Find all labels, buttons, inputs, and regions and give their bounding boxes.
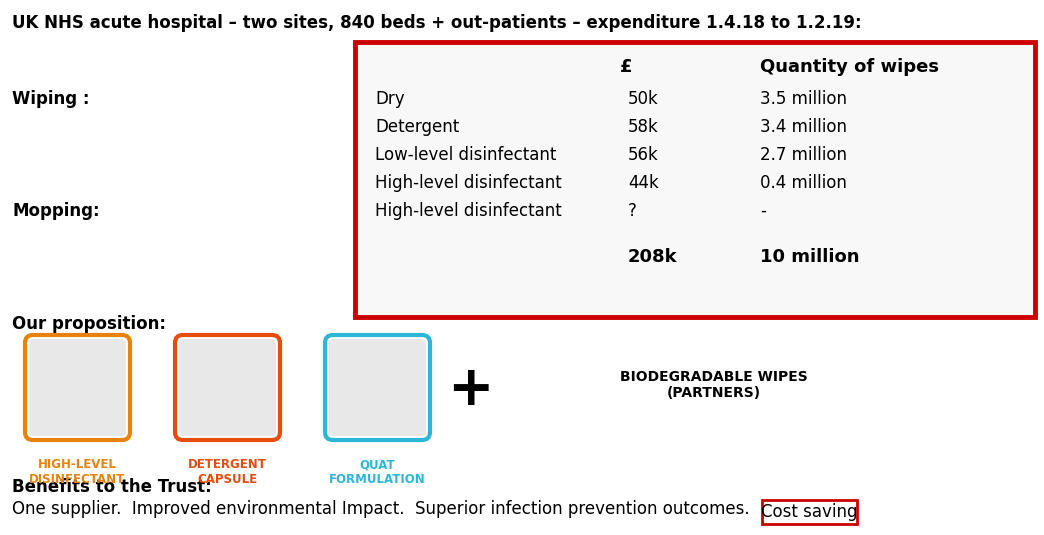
Text: Dry: Dry (375, 90, 405, 108)
Text: Wiping :: Wiping : (11, 90, 90, 108)
Text: 3.4 million: 3.4 million (760, 118, 847, 136)
Text: 3.5 million: 3.5 million (760, 90, 847, 108)
FancyBboxPatch shape (25, 335, 130, 440)
Text: BIODEGRADABLE WIPES
(PARTNERS): BIODEGRADABLE WIPES (PARTNERS) (620, 370, 808, 400)
Text: +: + (447, 363, 493, 417)
Text: Mopping:: Mopping: (11, 202, 99, 220)
Text: 44k: 44k (628, 174, 659, 192)
Text: 56k: 56k (628, 146, 659, 164)
Text: Benefits to the Trust:: Benefits to the Trust: (11, 478, 212, 496)
Text: 2.7 million: 2.7 million (760, 146, 847, 164)
Text: Detergent: Detergent (375, 118, 459, 136)
FancyBboxPatch shape (329, 339, 426, 436)
Bar (355, 42, 1035, 317)
Text: High-level disinfectant: High-level disinfectant (375, 202, 562, 220)
Text: £: £ (620, 58, 633, 76)
Text: High-level disinfectant: High-level disinfectant (375, 174, 562, 192)
Text: 208k: 208k (628, 248, 678, 266)
Text: 58k: 58k (628, 118, 659, 136)
Text: QUAT
FORMULATION: QUAT FORMULATION (329, 458, 426, 486)
Bar (762, 500, 857, 524)
Text: ?: ? (628, 202, 637, 220)
Text: UK NHS acute hospital – two sites, 840 beds + out-patients – expenditure 1.4.18 : UK NHS acute hospital – two sites, 840 b… (11, 14, 861, 32)
Text: -: - (760, 202, 766, 220)
FancyBboxPatch shape (175, 335, 280, 440)
Text: Quantity of wipes: Quantity of wipes (760, 58, 939, 76)
Text: Our proposition:: Our proposition: (11, 315, 166, 333)
Text: Cost saving: Cost saving (761, 503, 858, 521)
FancyBboxPatch shape (29, 339, 126, 436)
Text: One supplier.  Improved environmental Impact.  Superior infection prevention out: One supplier. Improved environmental Imp… (11, 500, 750, 518)
Text: HIGH-LEVEL
DISINFECTANT: HIGH-LEVEL DISINFECTANT (29, 458, 125, 486)
Text: Low-level disinfectant: Low-level disinfectant (375, 146, 556, 164)
Text: 0.4 million: 0.4 million (760, 174, 847, 192)
Text: 10 million: 10 million (760, 248, 859, 266)
FancyBboxPatch shape (325, 335, 430, 440)
Text: DETERGENT
CAPSULE: DETERGENT CAPSULE (188, 458, 267, 486)
Text: 50k: 50k (628, 90, 659, 108)
FancyBboxPatch shape (179, 339, 276, 436)
